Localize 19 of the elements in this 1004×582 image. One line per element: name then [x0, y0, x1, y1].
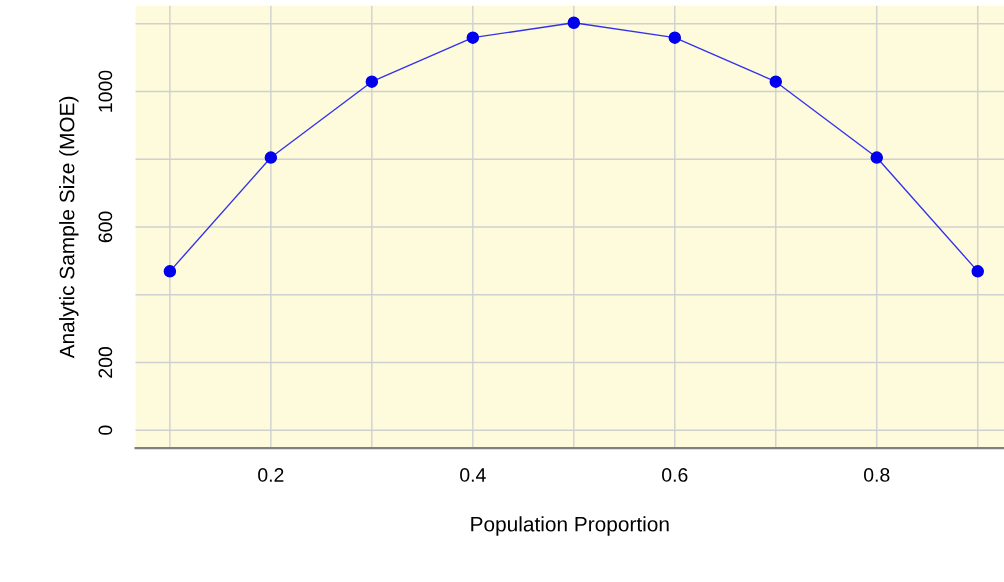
point	[668, 31, 682, 44]
point	[264, 151, 278, 164]
point	[870, 151, 884, 164]
x-tick-label: 0.6	[662, 468, 688, 482]
point	[365, 75, 379, 88]
x-tick-label: 0.8	[864, 468, 890, 482]
point	[567, 16, 581, 30]
point	[466, 31, 480, 44]
x-axis-title: Population Proportion	[471, 516, 669, 536]
y-tick-label: 1000	[98, 70, 113, 112]
y-tick-label: 0	[98, 425, 113, 435]
point	[971, 265, 984, 278]
y-axis-title: Analytic Sample Size (MOE)	[59, 96, 79, 359]
point	[163, 265, 177, 278]
x-tick-label: 0.2	[258, 468, 284, 482]
y-tick-label: 600	[98, 211, 113, 243]
y-tick-label: 200	[98, 346, 113, 378]
x-tick-label: 0.4	[460, 468, 486, 482]
point	[769, 75, 783, 88]
